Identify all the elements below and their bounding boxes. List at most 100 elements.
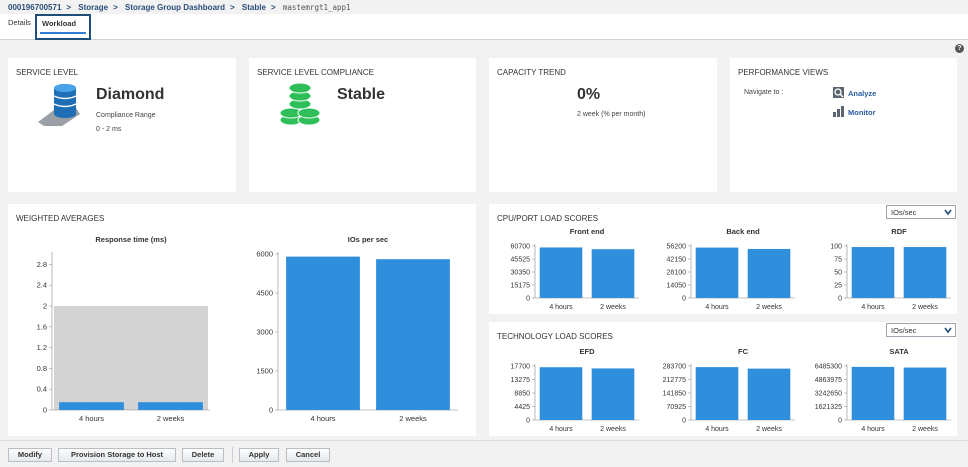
chart-title: Back end (726, 227, 760, 236)
analyze-icon[interactable] (833, 87, 844, 98)
monitor-icon[interactable] (833, 106, 845, 117)
analyze-link[interactable]: Analyze (848, 89, 877, 98)
y-tick-label: 1500 (256, 367, 273, 376)
y-tick-label: 0 (682, 418, 686, 425)
service-level-title: SERVICE LEVEL (16, 68, 79, 77)
y-tick-label: 0 (682, 296, 686, 303)
breadcrumb: 000196700571 > Storage > Storage Group Das… (8, 3, 351, 12)
breadcrumb-item-sg-dashboard[interactable]: Storage Group Dashboard (125, 3, 226, 12)
compliance-band (54, 306, 208, 410)
provision-storage-button[interactable]: Provision Storage to Host (58, 448, 176, 462)
bar (539, 367, 583, 420)
y-tick-label: 4500 (256, 289, 273, 298)
y-tick-label: 8850 (514, 391, 530, 398)
tab-workload[interactable]: Workload (35, 14, 91, 40)
cpu-unit-value: IOs/sec (891, 208, 917, 217)
y-tick-label: 0.4 (37, 385, 47, 394)
y-tick-label: 2.8 (37, 260, 47, 269)
x-tick-label: 2 weeks (912, 426, 938, 433)
tab-active-indicator (40, 32, 86, 34)
y-tick-label: 14050 (667, 283, 687, 290)
x-tick-label: 4 hours (861, 304, 885, 311)
breadcrumb-item-storage[interactable]: Storage (78, 3, 109, 12)
bar (851, 247, 895, 298)
monitor-link[interactable]: Monitor (848, 108, 876, 117)
y-tick-label: 3000 (256, 328, 273, 337)
bar (747, 368, 791, 420)
x-tick-label: 2 weeks (756, 304, 782, 311)
y-tick-label: 141850 (663, 391, 686, 398)
bar (695, 367, 739, 420)
tech-unit-select[interactable]: IOs/sec (886, 323, 956, 337)
y-tick-label: 1.6 (37, 322, 47, 331)
y-tick-label: 45525 (511, 257, 531, 264)
sata-chart: SATA 0 1621325 3242650 4863975 6485300 4 hours… (815, 347, 951, 433)
technology-load-panel: TECHNOLOGY LOAD SCORES IOs/sec EFD 0 4425 8… (489, 322, 957, 436)
service-level-database-icon (38, 84, 80, 126)
x-tick-label: 4 hours (705, 426, 729, 433)
capacity-subtitle: 2 week (% per month) (577, 111, 646, 118)
service-level-panel: SERVICE LEVEL Diamond Compliance Range 0… (8, 58, 236, 192)
chevron-down-icon (944, 209, 952, 216)
bar (903, 367, 947, 420)
y-tick-label: 100 (830, 244, 842, 251)
apply-button[interactable]: Apply (239, 448, 279, 462)
breadcrumb-item-array[interactable]: 000196700571 (8, 3, 62, 12)
help-icon[interactable]: ? (955, 44, 964, 53)
bar (903, 247, 947, 298)
bar (286, 256, 360, 410)
y-tick-label: 4863975 (815, 377, 842, 384)
modify-button[interactable]: Modify (8, 448, 52, 462)
y-tick-label: 0 (526, 418, 530, 425)
x-tick-label: 2 weeks (756, 426, 782, 433)
tab-details[interactable]: Details (8, 18, 31, 27)
y-tick-label: 50 (834, 270, 842, 277)
capacity-title: CAPACITY TREND (497, 68, 566, 77)
cpu-unit-select[interactable]: IOs/sec (886, 205, 956, 219)
y-tick-label: 25 (834, 283, 842, 290)
chart-title: IOs per sec (348, 235, 388, 244)
y-tick-label: 0 (526, 296, 530, 303)
y-tick-label: 75 (834, 257, 842, 264)
y-tick-label: 0 (838, 418, 842, 425)
y-tick-label: 42150 (667, 257, 687, 264)
y-tick-label: 2.4 (37, 281, 47, 290)
bar (376, 259, 450, 410)
cancel-button[interactable]: Cancel (286, 448, 330, 462)
y-tick-label: 0 (838, 296, 842, 303)
compliance-status: Stable (337, 86, 386, 103)
y-tick-label: 2 (43, 302, 47, 311)
x-tick-label: 4 hours (79, 414, 104, 423)
breadcrumb-current: mastemrgt1_app1 (282, 3, 351, 12)
y-tick-label: 30350 (511, 270, 531, 277)
bar (851, 366, 895, 420)
y-tick-label: 60700 (511, 244, 531, 251)
x-tick-label: 2 weeks (600, 426, 626, 433)
fc-chart: FC 0 70925 141850 212775 283700 4 hours 2 weeks (663, 347, 795, 433)
x-tick-label: 2 weeks (912, 304, 938, 311)
performance-views-panel: PERFORMANCE VIEWS Navigate to : Analyze … (730, 58, 957, 192)
y-tick-label: 1.2 (37, 343, 47, 352)
chart-title: EFD (580, 347, 596, 356)
y-tick-label: 28100 (667, 270, 687, 277)
y-tick-label: 56200 (667, 244, 687, 251)
y-tick-label: 212775 (663, 377, 686, 384)
weighted-averages-title: WEIGHTED AVERAGES (16, 214, 105, 223)
compliance-range-label: Compliance Range (96, 112, 156, 119)
x-tick-label: 4 hours (310, 414, 335, 423)
compliance-panel: SERVICE LEVEL COMPLIANCE Stable (249, 58, 476, 192)
y-tick-label: 0 (269, 406, 273, 415)
bar (539, 247, 583, 298)
delete-button[interactable]: Delete (182, 448, 224, 462)
bar (747, 248, 791, 298)
chart-title: SATA (889, 347, 909, 356)
bar (591, 368, 635, 420)
breadcrumb-item-stable[interactable]: Stable (241, 3, 266, 12)
tab-bar: Details Workload (0, 14, 968, 40)
capacity-value: 0% (577, 86, 601, 103)
y-tick-label: 6000 (256, 250, 273, 259)
action-divider (232, 447, 233, 463)
compliance-range-value: 0 - 2 ms (96, 126, 122, 133)
back-end-chart: Back end 0 14050 28100 42150 56200 4 hours 2 we… (667, 227, 795, 311)
bar (59, 402, 124, 410)
